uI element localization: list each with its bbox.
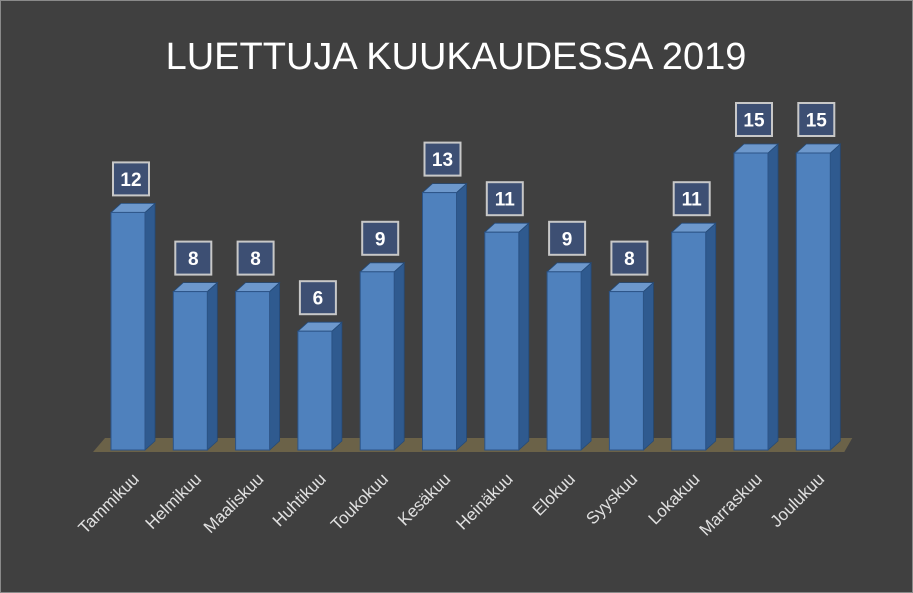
data-label: 11 bbox=[672, 181, 711, 217]
bar-side bbox=[643, 281, 654, 451]
data-label-text: 6 bbox=[313, 289, 324, 310]
bar bbox=[296, 321, 343, 451]
data-label: 9 bbox=[548, 220, 587, 256]
chart-title: LUETTUJA KUUKAUDESSA 2019 bbox=[166, 36, 747, 78]
bar bbox=[732, 143, 780, 451]
data-label-text: 12 bbox=[120, 170, 141, 191]
bar-side bbox=[705, 222, 717, 451]
bar-side bbox=[456, 182, 467, 451]
bar-side bbox=[144, 202, 156, 451]
data-label: 15 bbox=[735, 102, 773, 137]
data-label-box bbox=[672, 181, 711, 217]
x-tick-label: Lokakuu bbox=[645, 469, 704, 528]
data-label: 12 bbox=[112, 161, 150, 197]
bar-side bbox=[767, 143, 779, 451]
data-label-text: 15 bbox=[743, 111, 765, 132]
data-label-text: 8 bbox=[188, 249, 199, 270]
data-label-text: 8 bbox=[250, 249, 261, 270]
x-tick-label: Tammikuu bbox=[75, 469, 143, 537]
x-tick-label: Syyskuu bbox=[582, 469, 641, 528]
x-tick-label: Marraskuu bbox=[696, 469, 766, 539]
data-label-box bbox=[735, 102, 773, 137]
bar-side bbox=[269, 281, 281, 451]
data-label: 8 bbox=[610, 240, 649, 276]
data-label-text: 15 bbox=[806, 111, 828, 132]
bar-front bbox=[484, 231, 520, 451]
data-label-text: 13 bbox=[432, 150, 453, 171]
data-label: 9 bbox=[361, 220, 400, 256]
data-label-box bbox=[797, 102, 836, 137]
data-label-text: 11 bbox=[495, 190, 516, 211]
bar bbox=[359, 261, 406, 451]
x-tick-label: Joulukuu bbox=[767, 469, 829, 531]
bar bbox=[483, 222, 530, 451]
data-label-box bbox=[610, 240, 649, 276]
bar-side bbox=[393, 261, 405, 451]
bar-side bbox=[206, 281, 218, 451]
data-label-box bbox=[423, 141, 462, 177]
x-tick-label: Huhtikuu bbox=[269, 469, 330, 530]
x-tick-label: Toukokuu bbox=[327, 469, 392, 534]
data-label-box bbox=[548, 220, 587, 256]
data-label-text: 11 bbox=[682, 190, 703, 211]
x-tick-label: Maaliskuu bbox=[200, 469, 268, 537]
bar-front bbox=[172, 291, 208, 451]
bar bbox=[670, 222, 717, 451]
bar-side bbox=[518, 222, 530, 451]
data-label: 13 bbox=[423, 141, 462, 177]
data-label-text: 8 bbox=[624, 249, 635, 270]
bar bbox=[795, 143, 842, 451]
bar-front bbox=[297, 330, 333, 451]
data-label-box bbox=[112, 161, 150, 197]
bar bbox=[608, 281, 655, 451]
data-label: 6 bbox=[298, 280, 337, 316]
data-label-text: 9 bbox=[375, 229, 386, 250]
data-label: 15 bbox=[797, 102, 836, 137]
bar-side bbox=[331, 321, 343, 451]
chart-floor bbox=[93, 438, 853, 452]
bar bbox=[234, 281, 281, 451]
bar bbox=[109, 202, 157, 451]
x-tick-label: Helmikuu bbox=[142, 469, 206, 533]
bar-front bbox=[671, 231, 707, 451]
bar bbox=[421, 182, 468, 451]
data-label: 11 bbox=[485, 181, 524, 217]
bar-side bbox=[580, 261, 592, 451]
bar-front bbox=[795, 152, 831, 451]
bar-front bbox=[546, 271, 582, 451]
data-label-box bbox=[298, 280, 337, 316]
bar bbox=[172, 281, 219, 451]
data-label-box bbox=[236, 240, 275, 276]
x-tick-label: Elokuu bbox=[529, 469, 579, 519]
bar-front bbox=[110, 211, 146, 451]
data-label-box bbox=[174, 240, 213, 276]
bar-front bbox=[359, 271, 395, 451]
bar-front bbox=[608, 291, 644, 451]
x-tick-label: Kesäkuu bbox=[394, 469, 454, 529]
data-label-box bbox=[485, 181, 524, 217]
bar-side bbox=[829, 143, 841, 451]
bar-front bbox=[733, 152, 769, 451]
data-label-text: 9 bbox=[562, 229, 573, 250]
bar-front bbox=[235, 291, 271, 451]
bar bbox=[546, 261, 593, 451]
data-label: 8 bbox=[236, 240, 275, 276]
bar-front bbox=[422, 192, 457, 451]
data-label-box bbox=[361, 220, 400, 256]
data-label: 8 bbox=[174, 240, 213, 276]
x-tick-label: Heinäkuu bbox=[452, 469, 516, 533]
